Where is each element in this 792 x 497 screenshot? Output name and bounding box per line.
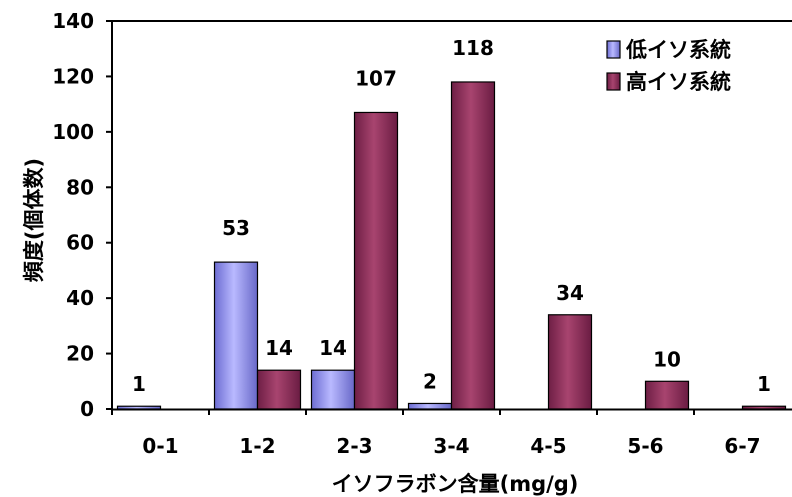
- bar-high-5-6: [644, 380, 690, 410]
- bar-low-1-2: [213, 261, 259, 410]
- x-axis-ticks: 0-1 1-2 2-3 3-4 4-5 5-6 6-7: [111, 409, 761, 458]
- data-label: 2: [423, 369, 437, 393]
- x-tick-label: 3-4: [433, 434, 469, 458]
- legend-swatch-low: [606, 40, 621, 59]
- y-axis-ticks: 0 20 40 60 80 100 120 140: [52, 9, 112, 421]
- data-label: 118: [452, 36, 494, 60]
- y-tick-label: 40: [66, 286, 94, 310]
- legend-label-low: 低イソ系統: [625, 38, 731, 62]
- bar-high-2-3: [353, 111, 399, 410]
- data-label: 10: [653, 347, 681, 371]
- data-label: 1: [757, 372, 771, 396]
- x-tick-label: 1-2: [239, 434, 275, 458]
- bars: [116, 81, 787, 410]
- legend-swatch-high: [606, 72, 621, 91]
- data-label: 14: [265, 336, 293, 360]
- data-label: 14: [319, 336, 347, 360]
- y-tick-label: 120: [52, 64, 94, 88]
- data-label: 53: [222, 216, 250, 240]
- y-tick-label: 0: [80, 397, 94, 421]
- y-axis-title: 頻度(個体数): [22, 158, 46, 282]
- x-tick-label: 0-1: [142, 434, 178, 458]
- y-tick-label: 60: [66, 231, 94, 255]
- bar-low-2-3: [310, 369, 356, 410]
- data-labels: 1 53 14 2 14 107 118 34 10 1: [132, 36, 771, 396]
- data-label: 34: [556, 281, 584, 305]
- bar-high-1-2: [256, 369, 302, 410]
- x-tick-label: 2-3: [336, 434, 372, 458]
- y-tick-label: 100: [52, 120, 94, 144]
- x-tick-label: 4-5: [530, 434, 566, 458]
- legend: 低イソ系統 高イソ系統: [606, 38, 731, 94]
- data-label: 1: [132, 372, 146, 396]
- x-tick-label: 5-6: [627, 434, 663, 458]
- y-tick-label: 140: [52, 9, 94, 33]
- bar-low-3-4: [407, 402, 453, 410]
- y-tick-label: 20: [66, 342, 94, 366]
- data-label: 107: [355, 66, 397, 90]
- bar-high-4-5: [547, 314, 593, 410]
- x-tick-label: 6-7: [724, 434, 760, 458]
- bar-high-3-4: [450, 81, 496, 410]
- x-axis-title: イソフラボン含量(mg/g): [332, 472, 579, 496]
- y-tick-label: 80: [66, 175, 94, 199]
- legend-label-high: 高イソ系統: [626, 70, 731, 94]
